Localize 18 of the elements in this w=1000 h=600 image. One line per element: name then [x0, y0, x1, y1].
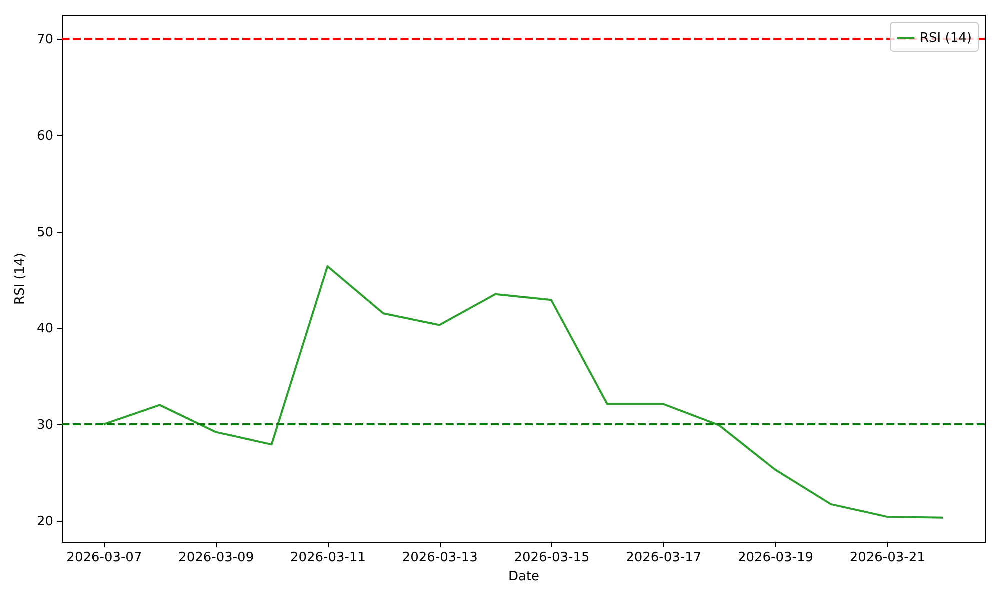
y-tick-label: 20 [36, 514, 54, 530]
x-tick-label: 2026-03-17 [626, 550, 702, 566]
x-tick-label: 2026-03-11 [290, 550, 366, 566]
x-tick-label: 2026-03-09 [178, 550, 254, 566]
y-tick-label: 30 [36, 418, 54, 433]
x-tick-label: 2026-03-07 [66, 550, 142, 566]
y-tick-label: 60 [36, 128, 54, 144]
x-tick-label: 2026-03-15 [514, 550, 590, 566]
y-tick-label: 70 [36, 32, 54, 48]
legend-label: RSI (14) [920, 31, 972, 46]
y-axis-title: RSI (14) [12, 253, 28, 305]
y-tick-label: 40 [36, 322, 54, 337]
y-tick-label: 50 [36, 225, 54, 240]
x-tick-label: 2026-03-19 [738, 550, 814, 566]
x-axis-title: Date [508, 570, 540, 584]
x-tick-label: 2026-03-21 [850, 550, 926, 566]
line-series [102, 265, 944, 519]
x-tick-label: 2026-03-13 [402, 550, 478, 566]
